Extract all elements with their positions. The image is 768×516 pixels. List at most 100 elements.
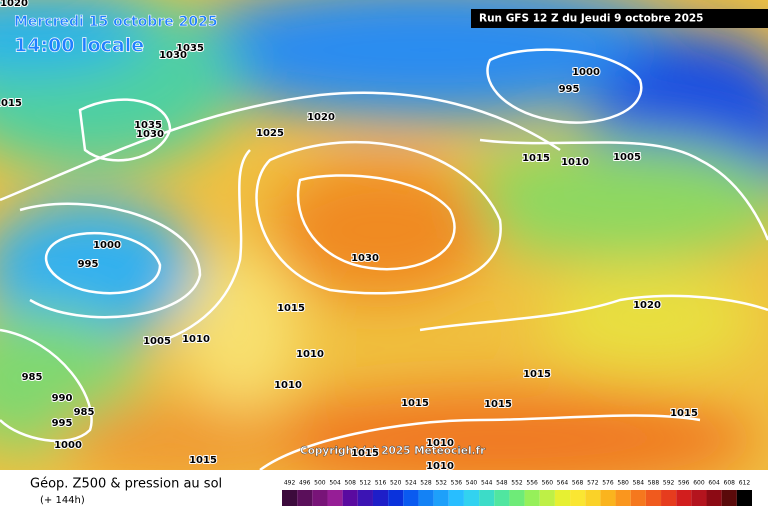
scale-swatch: [282, 490, 298, 506]
legend-title: Géop. Z500 & pression au sol: [30, 477, 222, 492]
scale-swatch: [463, 490, 480, 506]
scale-label: 572: [587, 480, 599, 487]
scale-swatch: [554, 490, 571, 506]
isobar-label: 1010: [296, 349, 324, 360]
scale-swatch: [600, 490, 616, 506]
isobar-label: 1020: [633, 300, 661, 311]
isobar-label: 1030: [136, 129, 164, 140]
scale-swatch: [327, 490, 343, 506]
scale-swatch: [388, 490, 404, 506]
isobar-label: 1000: [572, 67, 600, 78]
scale-swatch: [630, 490, 646, 506]
scale-label: 516: [375, 480, 387, 487]
isobar-label: 1005: [613, 152, 641, 163]
scale-label: 524: [405, 480, 417, 487]
scale-swatch: [524, 490, 540, 506]
scale-label: 552: [511, 480, 523, 487]
scale-label: 584: [633, 480, 645, 487]
run-box: [471, 9, 768, 28]
isobar-label: 1010: [426, 438, 454, 449]
scale-label: 580: [617, 480, 629, 487]
isobar-label: 985: [22, 372, 43, 383]
scale-label: 596: [678, 480, 690, 487]
scale-swatch: [342, 490, 358, 506]
scale-label: 520: [390, 480, 402, 487]
scale-label: 604: [708, 480, 720, 487]
isobar-label: 1015: [670, 408, 698, 419]
scale-label: 592: [663, 480, 675, 487]
scale-label: 568: [572, 480, 584, 487]
isobar-label: 1010: [182, 334, 210, 345]
date-label: Mercredi 15 octobre 2025: [14, 14, 218, 30]
scale-swatch: [312, 490, 328, 506]
field: [0, 0, 768, 470]
scale-label: 532: [435, 480, 447, 487]
scale-label: 504: [329, 480, 341, 487]
scale-label: 612: [739, 480, 751, 487]
isobar-label: 1015: [522, 153, 550, 164]
legend-lead: (+ 144h): [40, 495, 85, 506]
isobar-label: 1015: [0, 98, 22, 109]
scale-swatch: [357, 490, 373, 506]
isobar-label: 1010: [426, 461, 454, 472]
scale-label: 512: [360, 480, 372, 487]
isobar-label: 1015: [484, 399, 512, 410]
scale-label: 540: [466, 480, 478, 487]
scale-label: 492: [284, 480, 296, 487]
scale-swatch: [433, 490, 449, 506]
scale-swatch: [372, 490, 389, 506]
scale-swatch: [585, 490, 601, 506]
scale-label: 608: [724, 480, 736, 487]
scale-label: 600: [693, 480, 705, 487]
isobar-label: 1035: [134, 120, 162, 131]
isobar-label: 995: [559, 84, 580, 95]
scale-swatch: [479, 490, 495, 506]
isobar-label: 1015: [277, 303, 305, 314]
scale-label: 560: [542, 480, 554, 487]
scale-swatch: [676, 490, 692, 506]
time-label: 14:00 locale: [14, 35, 144, 57]
scale-label: 564: [557, 480, 569, 487]
run-label: Run GFS 12 Z du Jeudi 9 octobre 2025: [479, 13, 703, 25]
isobar-label: 1030: [351, 253, 379, 264]
isobar-label: 1025: [256, 128, 284, 139]
scale-swatch: [570, 490, 586, 506]
isobar-label: 1015: [401, 398, 429, 409]
isobar-label: 985: [74, 407, 95, 418]
scale-label: 576: [602, 480, 614, 487]
scale-swatch: [661, 490, 677, 506]
scale-swatch: [418, 490, 434, 506]
scale-label: 500: [314, 480, 326, 487]
isobar-label: 1005: [143, 336, 171, 347]
isobar-label: 1030: [159, 50, 187, 61]
scale-swatch: [403, 490, 419, 506]
scale-swatch: [509, 490, 525, 506]
isobar-label: 1010: [561, 157, 589, 168]
isobar-label: 1020: [0, 0, 28, 9]
scale-label: 544: [481, 480, 493, 487]
isobar-label: 1020: [307, 112, 335, 123]
scale-swatch: [691, 490, 707, 506]
isobar-label: 1015: [351, 448, 379, 459]
scale-swatch: [645, 490, 662, 506]
scale-label: 528: [420, 480, 432, 487]
scale-label: 556: [526, 480, 538, 487]
isobar-label: 1000: [54, 440, 82, 451]
isobar-label: 1010: [274, 380, 302, 391]
scale-swatch: [448, 490, 464, 506]
scale-swatch: [539, 490, 555, 506]
scale-swatch: [706, 490, 722, 506]
copyright: Copyright (c) 2025 Meteociel.fr: [300, 445, 486, 457]
isobar-label: 1015: [189, 455, 217, 466]
isobar-label: 1000: [93, 240, 121, 251]
scale-label: 588: [648, 480, 660, 487]
scale-swatch: [297, 490, 313, 506]
isobar-label: 995: [78, 259, 99, 270]
scale-label: 508: [344, 480, 356, 487]
scale-label: 496: [299, 480, 311, 487]
scale-swatch: [615, 490, 631, 506]
isobar-label: 995: [52, 418, 73, 429]
scale-swatch: [721, 490, 737, 506]
scale-swatch: [736, 490, 752, 506]
